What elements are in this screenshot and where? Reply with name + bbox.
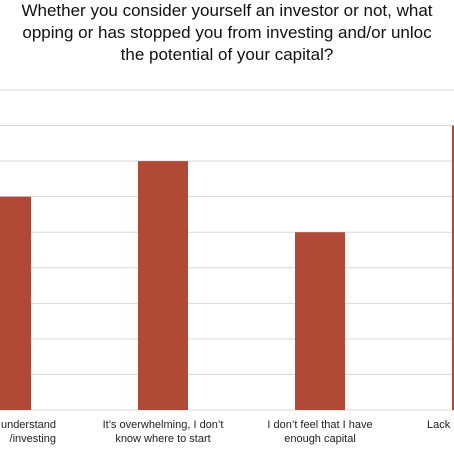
gridlines — [0, 89, 454, 411]
category-label: Lack — [427, 419, 451, 431]
bar — [452, 125, 454, 411]
bar — [295, 232, 345, 410]
category-label: It’s overwhelming, I don’t — [103, 419, 224, 431]
category-label: I don’t feel that I have — [267, 419, 372, 431]
category-label: enough capital — [284, 433, 356, 445]
category-label: know where to start — [115, 433, 210, 445]
chart-title-line: the potential of your capital? — [120, 45, 334, 64]
bars — [0, 125, 454, 411]
bar — [138, 161, 188, 410]
chart-title: Whether you consider yourself an investo… — [0, 0, 454, 66]
category-label: /investing — [10, 433, 56, 445]
chart-title-line: Whether you consider yourself an investo… — [21, 1, 433, 20]
bar — [0, 196, 31, 410]
chart-title-line: opping or has stopped you from investing… — [22, 23, 432, 42]
category-label: understand — [1, 419, 56, 431]
category-labels: understand/investing It’s overwhelming, I… — [1, 419, 451, 445]
